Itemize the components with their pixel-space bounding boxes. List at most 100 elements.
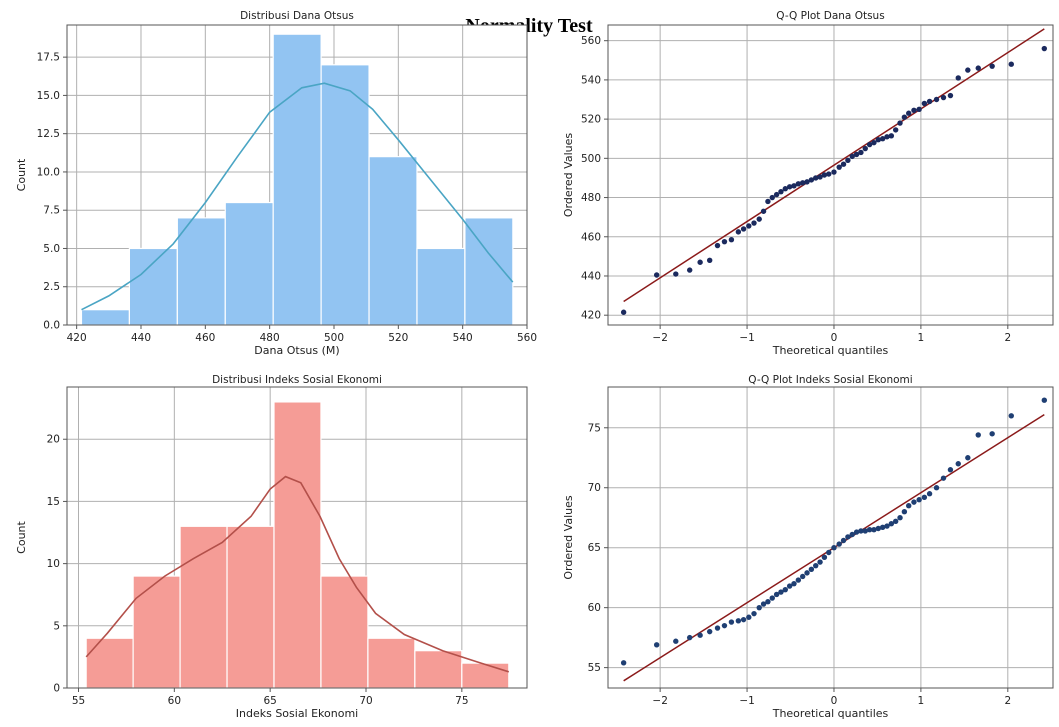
qq-point [965, 455, 971, 461]
x-tick-label: 70 [359, 695, 372, 707]
x-tick-label: 1 [918, 695, 925, 707]
qq-point [849, 531, 855, 538]
histogram-bar [80, 309, 131, 325]
qq-point [858, 149, 864, 156]
y-tick-label: 55 [588, 662, 601, 674]
qq-point [916, 106, 922, 113]
histogram-bar [176, 217, 226, 325]
x-tick-label: 480 [260, 332, 280, 344]
y-tick-label: 20 [47, 434, 60, 446]
qq-point [933, 96, 940, 103]
qq-point [714, 625, 721, 631]
qq-plot-indeks-sosial-ekonomi: −2 −1 0 1 2 55 60 65 70 75 Q-Q Plot Indeks Sosial … [562, 374, 1054, 720]
axes-title: Distribusi Dana Otsus [240, 10, 354, 22]
qq-point [858, 528, 864, 534]
qq-point [773, 191, 780, 198]
qq-point [653, 272, 660, 278]
y-tick-label: 520 [581, 114, 601, 126]
qq-point [892, 518, 899, 525]
qq-point [884, 523, 890, 529]
qq-point [795, 577, 802, 583]
qq-point [831, 544, 837, 551]
histogram-indeks-sosial-ekonomi: 55 60 65 70 75 0 5 10 15 20 Distribusi Indeks Sosi… [15, 374, 528, 720]
axes-frame [66, 24, 528, 326]
qq-point [921, 100, 928, 107]
grid [608, 387, 1053, 688]
qq-point [921, 494, 928, 501]
qq-point [673, 638, 679, 644]
qq-point [1041, 45, 1048, 52]
y-tick-label: 440 [581, 270, 601, 282]
qq-point [740, 226, 747, 232]
qq-point [871, 527, 877, 533]
qq-point [892, 127, 899, 133]
x-axis-label: Theoretical quantiles [772, 707, 889, 720]
qq-point [821, 172, 828, 178]
x-tick-label: 55 [72, 695, 85, 707]
y-tick-label: 560 [581, 35, 601, 47]
qq-point [673, 271, 679, 277]
qq-point [1008, 413, 1014, 419]
y-tick-label: 5.0 [43, 243, 60, 255]
axes-frame [607, 386, 1054, 689]
qq-point [933, 485, 940, 491]
x-axis-label: Dana Otsus (M) [254, 344, 339, 357]
qq-point [786, 184, 793, 190]
axes-title: Distribusi Indeks Sosial Ekonomi [212, 374, 382, 386]
qq-point [911, 499, 917, 505]
qq-point [975, 65, 981, 71]
qq-point [769, 595, 775, 601]
qq-point [808, 177, 815, 183]
x-tick-label: 500 [324, 332, 344, 344]
histogram-bar [416, 247, 466, 325]
qq-point [989, 431, 995, 437]
qq-point [926, 98, 933, 105]
qq-point [845, 157, 851, 163]
qq-point [879, 136, 886, 142]
x-tick-label: 540 [453, 332, 473, 344]
qq-point [813, 175, 819, 181]
qq-point [884, 134, 890, 140]
y-tick-label: 420 [581, 310, 601, 322]
y-tick-label: 2.5 [43, 281, 60, 293]
y-tick-label: 7.5 [43, 205, 60, 217]
x-tick-label: 2 [1004, 695, 1011, 707]
kde-curve [81, 82, 514, 311]
axes-title: Q-Q Plot Dana Otsus [776, 10, 884, 22]
qq-point [765, 598, 771, 605]
qq-point [947, 467, 954, 473]
qq-point [888, 133, 895, 139]
qq-point [756, 216, 762, 222]
x-tick-label: 1 [918, 332, 925, 344]
qq-point [791, 183, 797, 189]
qq-point [760, 208, 767, 214]
x-tick-label: 60 [168, 695, 181, 707]
qq-point [620, 660, 627, 666]
histogram-bar [128, 247, 178, 325]
qq-point [871, 139, 877, 146]
x-tick-label: 2 [1004, 332, 1011, 344]
axes-title: Q-Q Plot Indeks Sosial Ekonomi [748, 374, 912, 386]
histogram-bar [320, 575, 369, 688]
plot-marks [620, 28, 1048, 315]
qq-point [947, 92, 954, 99]
histogram-bar [179, 525, 228, 688]
qq-point [686, 634, 693, 641]
y-tick-label: 480 [581, 192, 601, 204]
qq-point [875, 137, 882, 143]
qq-point [782, 586, 789, 593]
y-axis-label: Count [15, 158, 28, 191]
x-tick-label: 0 [831, 332, 838, 344]
qq-point [853, 151, 860, 158]
qq-point [916, 497, 922, 503]
y-tick-label: 10 [47, 558, 60, 570]
qq-point [940, 94, 947, 101]
histogram-bar [461, 662, 510, 688]
axes-frame [607, 24, 1054, 326]
qq-point [955, 461, 961, 467]
qq-point [817, 559, 823, 565]
qq-point [901, 509, 908, 515]
qq-point [728, 237, 735, 243]
y-tick-label: 460 [581, 231, 601, 243]
x-tick-label: 0 [831, 695, 838, 707]
